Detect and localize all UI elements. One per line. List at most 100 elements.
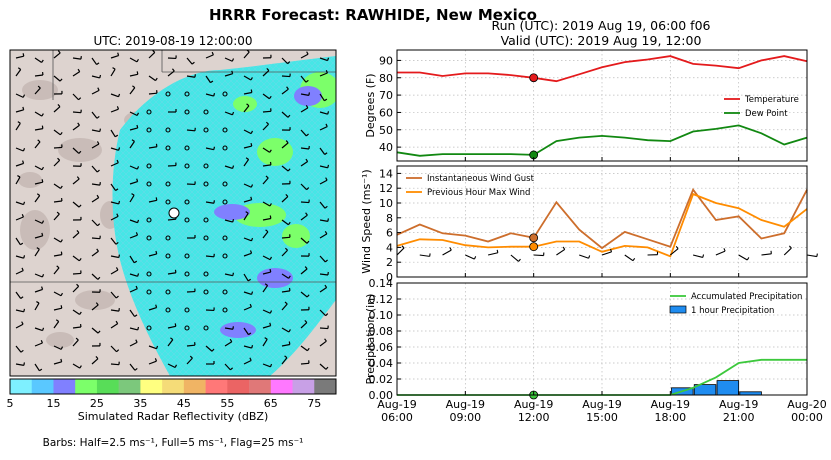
wind-barb bbox=[91, 128, 102, 133]
calm-symbol bbox=[222, 253, 228, 259]
y-axis-label: Precipitation (in) bbox=[364, 294, 377, 385]
wind-barb bbox=[187, 235, 196, 239]
colorbar-label: Simulated Radar Reflectivity (dBZ) bbox=[78, 410, 269, 423]
wind-barb bbox=[186, 74, 196, 78]
valid-line: Valid (UTC): 2019 Aug 19, 12:00 bbox=[501, 33, 702, 48]
colorbar-cell bbox=[10, 379, 33, 394]
wind-barb bbox=[281, 180, 291, 185]
wind-barb bbox=[129, 255, 138, 264]
wind-barb bbox=[186, 288, 196, 293]
radar-map bbox=[9, 49, 337, 377]
wind-barb bbox=[783, 245, 792, 256]
wind-barb bbox=[91, 194, 100, 203]
x-tick-label: Aug-19 bbox=[377, 398, 416, 411]
wind-barb bbox=[34, 327, 45, 332]
y-tick-label: 14 bbox=[379, 167, 393, 180]
wind-barb bbox=[692, 254, 705, 258]
wind-barb bbox=[319, 93, 328, 102]
calm-symbol bbox=[184, 253, 190, 259]
wind-barb bbox=[129, 71, 139, 77]
wind-barb bbox=[300, 212, 308, 221]
wind-barb bbox=[110, 213, 119, 221]
calm-symbol bbox=[222, 289, 228, 295]
wind-barb bbox=[262, 269, 272, 275]
y-axis-label: Wind Speed (ms⁻¹) bbox=[360, 169, 373, 273]
wind-barb bbox=[34, 286, 44, 293]
wind-barb bbox=[186, 127, 196, 132]
wind-barb bbox=[167, 323, 177, 329]
terrain-shade bbox=[20, 210, 50, 250]
wind-barb bbox=[243, 345, 254, 349]
wind-barb bbox=[624, 254, 636, 262]
wind-barb bbox=[281, 287, 291, 293]
y-tick-label: 70 bbox=[379, 89, 393, 102]
wind-barb bbox=[300, 199, 310, 204]
wind-barb bbox=[15, 345, 24, 353]
wind-barb bbox=[129, 57, 139, 63]
wind-barb bbox=[91, 111, 100, 119]
wind-barb bbox=[281, 86, 289, 95]
colorbar-tick-label: 75 bbox=[307, 397, 321, 410]
wind-barb bbox=[53, 237, 63, 243]
barb-note: Barbs: Half=2.5 ms⁻¹, Full=5 ms⁻¹, Flag=… bbox=[43, 437, 304, 449]
wind-barb bbox=[15, 53, 25, 59]
wind-barb bbox=[300, 291, 310, 298]
wind-barb bbox=[148, 304, 158, 311]
station-marker bbox=[168, 207, 180, 219]
wind-barb bbox=[53, 358, 63, 365]
wind-barb bbox=[262, 215, 272, 221]
wind-barb bbox=[319, 147, 328, 155]
wind-barb bbox=[15, 362, 25, 366]
calm-symbol bbox=[203, 181, 209, 187]
wind-barb bbox=[300, 75, 309, 83]
wind-barb bbox=[72, 56, 82, 60]
wind-barb bbox=[300, 183, 310, 191]
wind-barb bbox=[262, 147, 272, 153]
y-tick-label: 4 bbox=[386, 241, 393, 254]
wind-barb bbox=[110, 267, 119, 275]
wind-barb bbox=[262, 108, 272, 113]
wind-barb bbox=[601, 248, 613, 256]
wind-barb bbox=[319, 69, 328, 77]
calm-symbol bbox=[165, 91, 171, 97]
x-tick-label: Aug-19 bbox=[514, 398, 553, 411]
calm-symbol bbox=[184, 109, 190, 115]
y-tick-label: 0.04 bbox=[369, 357, 394, 370]
colorbar-cell bbox=[53, 379, 76, 394]
wind-barb bbox=[129, 111, 140, 117]
calm-symbol bbox=[146, 109, 152, 115]
wind-barb bbox=[110, 67, 116, 77]
wind-barb bbox=[224, 111, 235, 116]
x-tick-label: 09:00 bbox=[449, 411, 481, 424]
wind-barb bbox=[53, 305, 63, 311]
wind-barb bbox=[72, 337, 79, 347]
wind-barb bbox=[53, 291, 64, 297]
wind-barb bbox=[148, 345, 159, 350]
wind-barb bbox=[319, 57, 330, 62]
colorbar-cell bbox=[31, 379, 54, 394]
wind-barb bbox=[168, 109, 177, 113]
calm-symbol bbox=[184, 145, 190, 151]
wind-barb bbox=[91, 248, 99, 257]
wind-barb bbox=[281, 165, 291, 172]
calm-symbol bbox=[146, 181, 152, 187]
wind-barb bbox=[243, 143, 253, 149]
wind-barb bbox=[91, 342, 101, 347]
legend-label: Instantaneous Wind Gust bbox=[427, 174, 535, 184]
wind-barb bbox=[715, 248, 726, 256]
colorbar-tick-label: 65 bbox=[264, 397, 278, 410]
y-tick-label: 10 bbox=[379, 197, 393, 210]
wind-barb bbox=[15, 106, 25, 113]
wind-barb bbox=[186, 181, 196, 186]
wind-barb bbox=[129, 363, 138, 371]
colorbar-cell bbox=[249, 379, 272, 394]
wind-barb bbox=[300, 145, 310, 150]
wind-barb bbox=[72, 309, 82, 315]
terrain-shade bbox=[58, 138, 102, 162]
wind-barb bbox=[243, 103, 250, 113]
wind-barb bbox=[34, 301, 40, 311]
wind-barb bbox=[281, 247, 288, 257]
series-line bbox=[397, 55, 808, 83]
wind-barb bbox=[72, 363, 82, 369]
wind-barb bbox=[53, 157, 61, 167]
